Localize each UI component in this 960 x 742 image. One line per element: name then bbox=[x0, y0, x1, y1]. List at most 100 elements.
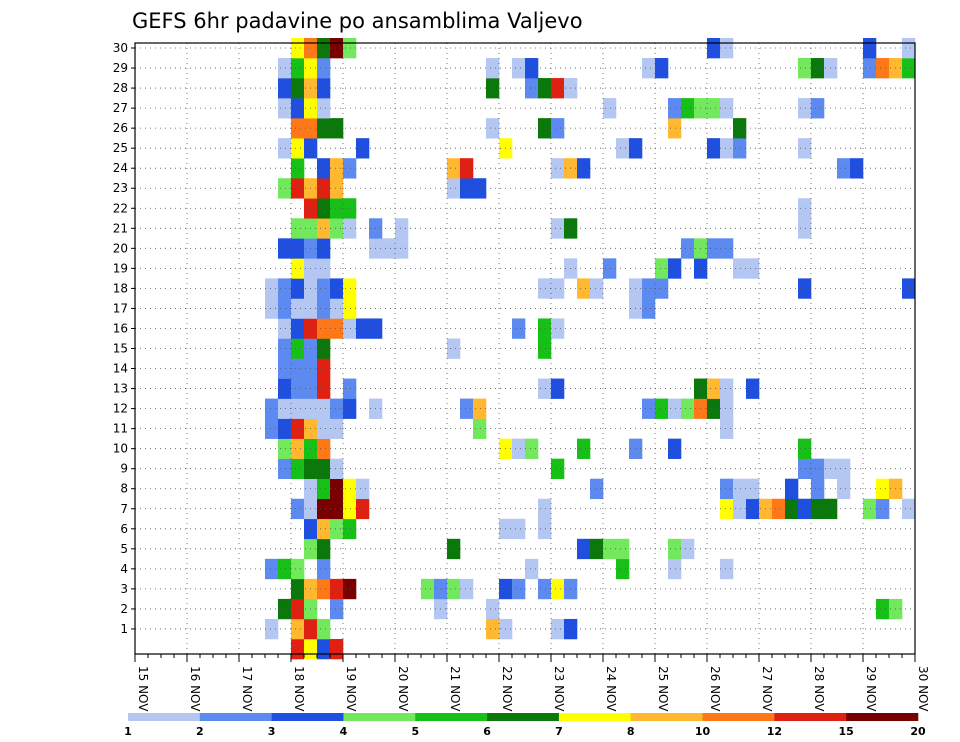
cell-m24-t12 bbox=[291, 158, 305, 179]
legend-label-8: 10 bbox=[695, 725, 711, 738]
grid-layer bbox=[135, 43, 915, 654]
cell-m10-t11 bbox=[278, 438, 292, 459]
cell-m17-t11 bbox=[278, 298, 292, 319]
cell-m26-t32 bbox=[551, 118, 565, 139]
cell-m21-t14 bbox=[317, 218, 331, 239]
legend-swatch-1 bbox=[199, 713, 272, 721]
cell-m0-t14 bbox=[317, 638, 331, 660]
cell-m24-t15 bbox=[330, 158, 344, 179]
cell-m24-t14 bbox=[317, 158, 331, 179]
cell-m7-t14 bbox=[317, 498, 331, 520]
cell-m21-t32 bbox=[551, 218, 565, 239]
cell-m9-t14 bbox=[317, 458, 331, 480]
y-tick-label-14: 14 bbox=[113, 362, 128, 376]
cell-m15-t14 bbox=[317, 338, 331, 359]
cell-m25-t12 bbox=[291, 138, 305, 159]
legend-swatch-5 bbox=[487, 713, 560, 721]
cell-m4-t12 bbox=[291, 558, 305, 580]
cell-m29-t30 bbox=[525, 58, 539, 79]
legend: 1 2 3 4 5 6 7 8 10 12 15 20 bbox=[124, 713, 926, 738]
legend-label-0: 1 bbox=[124, 725, 132, 738]
cell-m9-t52 bbox=[811, 458, 825, 480]
cell-m12-t16 bbox=[343, 398, 357, 419]
cell-m27-t45 bbox=[720, 98, 734, 119]
cell-m7-t47 bbox=[746, 498, 760, 520]
plot-frame bbox=[134, 42, 916, 655]
cell-m19-t46 bbox=[733, 258, 747, 279]
cell-m16-t12 bbox=[291, 318, 305, 339]
cells-layer bbox=[265, 37, 916, 660]
cell-m6-t16 bbox=[343, 518, 357, 540]
chart-title: GEFS 6hr padavine po ansamblima Valjevo bbox=[132, 9, 583, 33]
cell-m4-t14 bbox=[317, 558, 331, 580]
legend-label-7: 8 bbox=[627, 725, 635, 738]
legend-swatch-8 bbox=[702, 713, 775, 721]
cell-m7-t52 bbox=[811, 498, 825, 520]
cell-m29-t12 bbox=[291, 58, 305, 79]
cell-m26-t14 bbox=[317, 118, 331, 139]
cell-m24-t25 bbox=[460, 158, 474, 179]
cell-m28-t27 bbox=[486, 78, 500, 99]
cell-m30-t15 bbox=[330, 37, 344, 59]
cell-m23-t15 bbox=[330, 178, 344, 199]
cell-m8-t46 bbox=[733, 478, 747, 500]
x-tick-label-7: 22 NOV bbox=[500, 666, 514, 712]
cell-m0-t15 bbox=[330, 638, 344, 660]
cell-m10-t34 bbox=[577, 438, 591, 459]
cell-m26-t41 bbox=[668, 118, 682, 139]
cell-m1-t14 bbox=[317, 618, 331, 640]
legend-label-3: 4 bbox=[340, 725, 348, 738]
cell-m30-t59 bbox=[902, 37, 916, 59]
x-tick-label-0: 15 NOV bbox=[136, 666, 150, 712]
cell-m28-t31 bbox=[538, 78, 552, 99]
x-axis: 15 NOV 16 NOV 17 NOV 18 NOV 19 NOV 20 NOV 21 N… bbox=[134, 654, 930, 712]
cell-m17-t15 bbox=[330, 298, 344, 319]
cell-m7-t51 bbox=[798, 498, 812, 520]
cell-m27-t36 bbox=[603, 98, 617, 119]
x-tick-label-2: 17 NOV bbox=[240, 666, 254, 712]
cell-m4-t11 bbox=[278, 558, 292, 580]
cell-m10-t12 bbox=[291, 438, 305, 459]
cell-m13-t32 bbox=[551, 378, 565, 399]
cell-m20-t20 bbox=[395, 238, 409, 259]
cell-m10-t14 bbox=[317, 438, 331, 459]
cell-m23-t12 bbox=[291, 178, 305, 199]
y-tick-label-21: 21 bbox=[113, 221, 128, 235]
y-tick-label-12: 12 bbox=[113, 402, 128, 416]
cell-m8-t57 bbox=[876, 478, 890, 500]
x-tick-label-9: 24 NOV bbox=[604, 666, 618, 712]
y-tick-label-17: 17 bbox=[113, 301, 128, 315]
x-tick-label-5: 20 NOV bbox=[396, 666, 410, 712]
y-tick-label-3: 3 bbox=[120, 582, 128, 596]
cell-m7-t15 bbox=[330, 498, 344, 520]
cell-m12-t15 bbox=[330, 398, 344, 419]
cell-m15-t31 bbox=[538, 338, 552, 359]
cell-m7-t46 bbox=[733, 498, 747, 520]
cell-m13-t45 bbox=[720, 378, 734, 399]
cell-m8-t17 bbox=[356, 478, 370, 500]
cell-m21-t20 bbox=[395, 218, 409, 239]
x-tick-label-12: 27 NOV bbox=[760, 666, 774, 712]
cell-m7-t45 bbox=[720, 498, 734, 520]
cell-m25-t46 bbox=[733, 138, 747, 159]
cell-m12-t14 bbox=[317, 398, 331, 419]
y-tick-label-26: 26 bbox=[113, 121, 128, 135]
y-tick-label-15: 15 bbox=[113, 342, 128, 356]
cell-m18-t39 bbox=[642, 278, 656, 299]
cell-m29-t56 bbox=[863, 58, 877, 79]
cell-m27-t14 bbox=[317, 98, 331, 119]
cell-m28-t32 bbox=[551, 78, 565, 99]
cell-m12-t26 bbox=[473, 398, 487, 419]
cell-m3-t12 bbox=[291, 578, 305, 600]
y-tick-label-11: 11 bbox=[113, 422, 128, 436]
cell-m4-t45 bbox=[720, 558, 734, 580]
cell-m2-t15 bbox=[330, 598, 344, 620]
y-tick-label-10: 10 bbox=[113, 442, 128, 456]
cell-m7-t56 bbox=[863, 498, 877, 520]
cell-m27-t44 bbox=[707, 98, 721, 119]
cell-m5-t34 bbox=[577, 538, 591, 560]
cell-m14-t14 bbox=[317, 358, 331, 379]
legend-label-9: 12 bbox=[767, 725, 782, 738]
cell-m4-t30 bbox=[525, 558, 539, 580]
legend-label-1: 2 bbox=[196, 725, 204, 738]
